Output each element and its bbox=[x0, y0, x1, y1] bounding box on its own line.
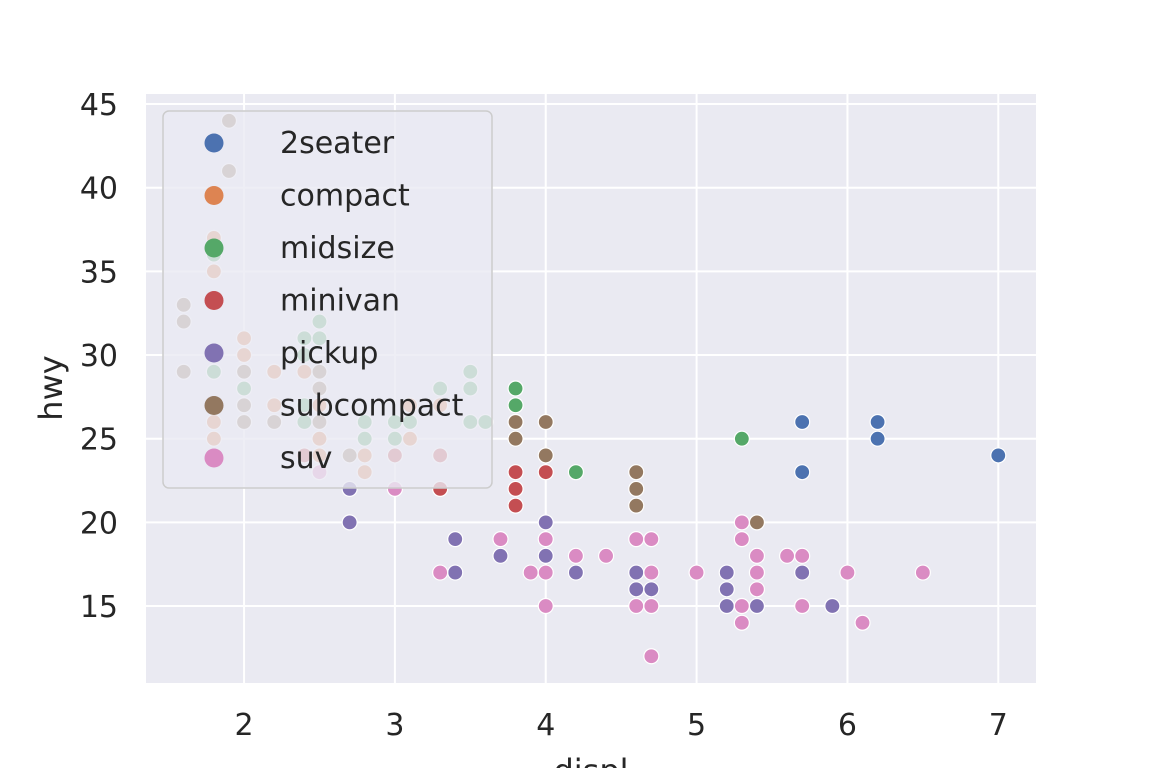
legend-label-suv: suv bbox=[280, 441, 332, 476]
x-tick-label: 5 bbox=[687, 708, 706, 743]
data-point-pickup bbox=[447, 564, 464, 581]
x-tick-label: 6 bbox=[838, 708, 857, 743]
data-point-suv bbox=[537, 564, 554, 581]
x-axis-label: displ bbox=[553, 752, 628, 768]
data-point-suv bbox=[779, 547, 796, 564]
data-point-suv bbox=[839, 564, 856, 581]
data-point-suv bbox=[794, 547, 811, 564]
y-tick-label: 45 bbox=[80, 88, 118, 123]
data-point-suv bbox=[597, 547, 615, 564]
legend-label-midsize: midsize bbox=[280, 231, 395, 266]
legend-marker-midsize bbox=[204, 238, 224, 258]
x-tick-label: 4 bbox=[536, 708, 555, 743]
legend-label-compact: compact bbox=[280, 179, 410, 214]
data-point-pickup bbox=[748, 597, 766, 615]
data-point-suv bbox=[748, 581, 766, 598]
data-point-midsize bbox=[507, 380, 524, 397]
data-point-suv bbox=[854, 614, 871, 631]
legend-marker-subcompact bbox=[204, 396, 224, 415]
data-point-suv bbox=[748, 564, 766, 581]
data-point-suv bbox=[643, 530, 660, 548]
data-point-pickup bbox=[718, 581, 735, 598]
data-point-suv bbox=[432, 564, 449, 581]
data-point-subcompact bbox=[628, 497, 645, 514]
y-tick-labels: 15 20 25 30 35 40 45 bbox=[80, 88, 118, 625]
data-point-pickup bbox=[824, 597, 841, 615]
data-point-minivan bbox=[507, 497, 524, 514]
data-point-subcompact bbox=[628, 480, 645, 497]
y-tick-label: 20 bbox=[80, 506, 118, 541]
data-point-subcompact bbox=[537, 413, 554, 431]
data-point-suv bbox=[628, 597, 645, 615]
data-point-suv bbox=[643, 597, 660, 615]
data-point-pickup bbox=[718, 597, 735, 615]
legend-box bbox=[162, 110, 493, 489]
x-tick-label: 2 bbox=[235, 708, 254, 743]
data-point-subcompact bbox=[748, 514, 766, 531]
data-point-suv bbox=[748, 547, 766, 564]
legend: 2seater compact midsize minivan pickup subcom… bbox=[162, 110, 493, 489]
x-tick-label: 7 bbox=[989, 708, 1008, 743]
data-point-subcompact bbox=[507, 413, 524, 431]
data-point-2seater bbox=[794, 464, 811, 481]
legend-marker-2seater bbox=[204, 133, 224, 153]
data-point-pickup bbox=[718, 564, 735, 581]
data-point-midsize bbox=[567, 464, 585, 481]
data-point-suv bbox=[567, 547, 585, 564]
data-point-subcompact bbox=[507, 430, 524, 447]
legend-label-2seater: 2seater bbox=[280, 126, 395, 161]
data-point-suv bbox=[537, 597, 554, 615]
data-point-suv bbox=[522, 564, 539, 581]
data-point-pickup bbox=[537, 547, 554, 564]
y-tick-label: 30 bbox=[80, 339, 118, 374]
data-point-pickup bbox=[537, 514, 554, 531]
data-point-suv bbox=[643, 648, 660, 665]
legend-label-minivan: minivan bbox=[280, 284, 400, 319]
legend-marker-minivan bbox=[204, 291, 224, 310]
y-tick-label: 15 bbox=[80, 590, 118, 625]
y-tick-label: 40 bbox=[80, 172, 118, 207]
y-axis-label: hwy bbox=[32, 355, 70, 420]
data-point-suv bbox=[628, 530, 645, 548]
data-point-suv bbox=[688, 564, 705, 581]
data-point-subcompact bbox=[628, 464, 645, 481]
x-tick-labels: 2 3 4 5 6 7 bbox=[235, 708, 1008, 743]
data-point-pickup bbox=[567, 564, 585, 581]
data-point-minivan bbox=[507, 464, 524, 481]
data-point-suv bbox=[492, 530, 509, 548]
data-point-pickup bbox=[628, 581, 645, 598]
data-point-pickup bbox=[447, 530, 464, 548]
y-tick-label: 35 bbox=[80, 255, 118, 290]
data-point-2seater bbox=[869, 430, 886, 447]
data-point-suv bbox=[733, 614, 750, 631]
data-point-pickup bbox=[794, 564, 811, 581]
y-tick-label: 25 bbox=[80, 423, 118, 458]
data-point-pickup bbox=[643, 581, 660, 598]
data-point-suv bbox=[537, 530, 554, 548]
data-point-midsize bbox=[733, 430, 750, 447]
data-point-suv bbox=[914, 564, 931, 581]
data-point-suv bbox=[733, 597, 750, 615]
data-point-suv bbox=[794, 597, 811, 615]
legend-marker-pickup bbox=[204, 343, 224, 363]
data-point-pickup bbox=[628, 564, 645, 581]
data-point-minivan bbox=[537, 464, 554, 481]
x-tick-label: 3 bbox=[385, 708, 404, 743]
data-point-2seater bbox=[990, 447, 1007, 464]
data-point-pickup bbox=[341, 514, 358, 531]
legend-label-pickup: pickup bbox=[280, 336, 378, 371]
data-point-minivan bbox=[507, 480, 524, 497]
data-point-2seater bbox=[869, 413, 886, 431]
data-point-pickup bbox=[492, 547, 509, 564]
legend-marker-suv bbox=[204, 448, 224, 468]
legend-marker-compact bbox=[204, 186, 224, 205]
legend-label-subcompact: subcompact bbox=[280, 389, 464, 424]
data-point-suv bbox=[733, 514, 750, 531]
data-point-midsize bbox=[507, 397, 524, 414]
data-point-suv bbox=[733, 530, 750, 548]
data-point-subcompact bbox=[537, 447, 554, 464]
data-point-suv bbox=[643, 564, 660, 581]
data-point-2seater bbox=[794, 413, 811, 431]
